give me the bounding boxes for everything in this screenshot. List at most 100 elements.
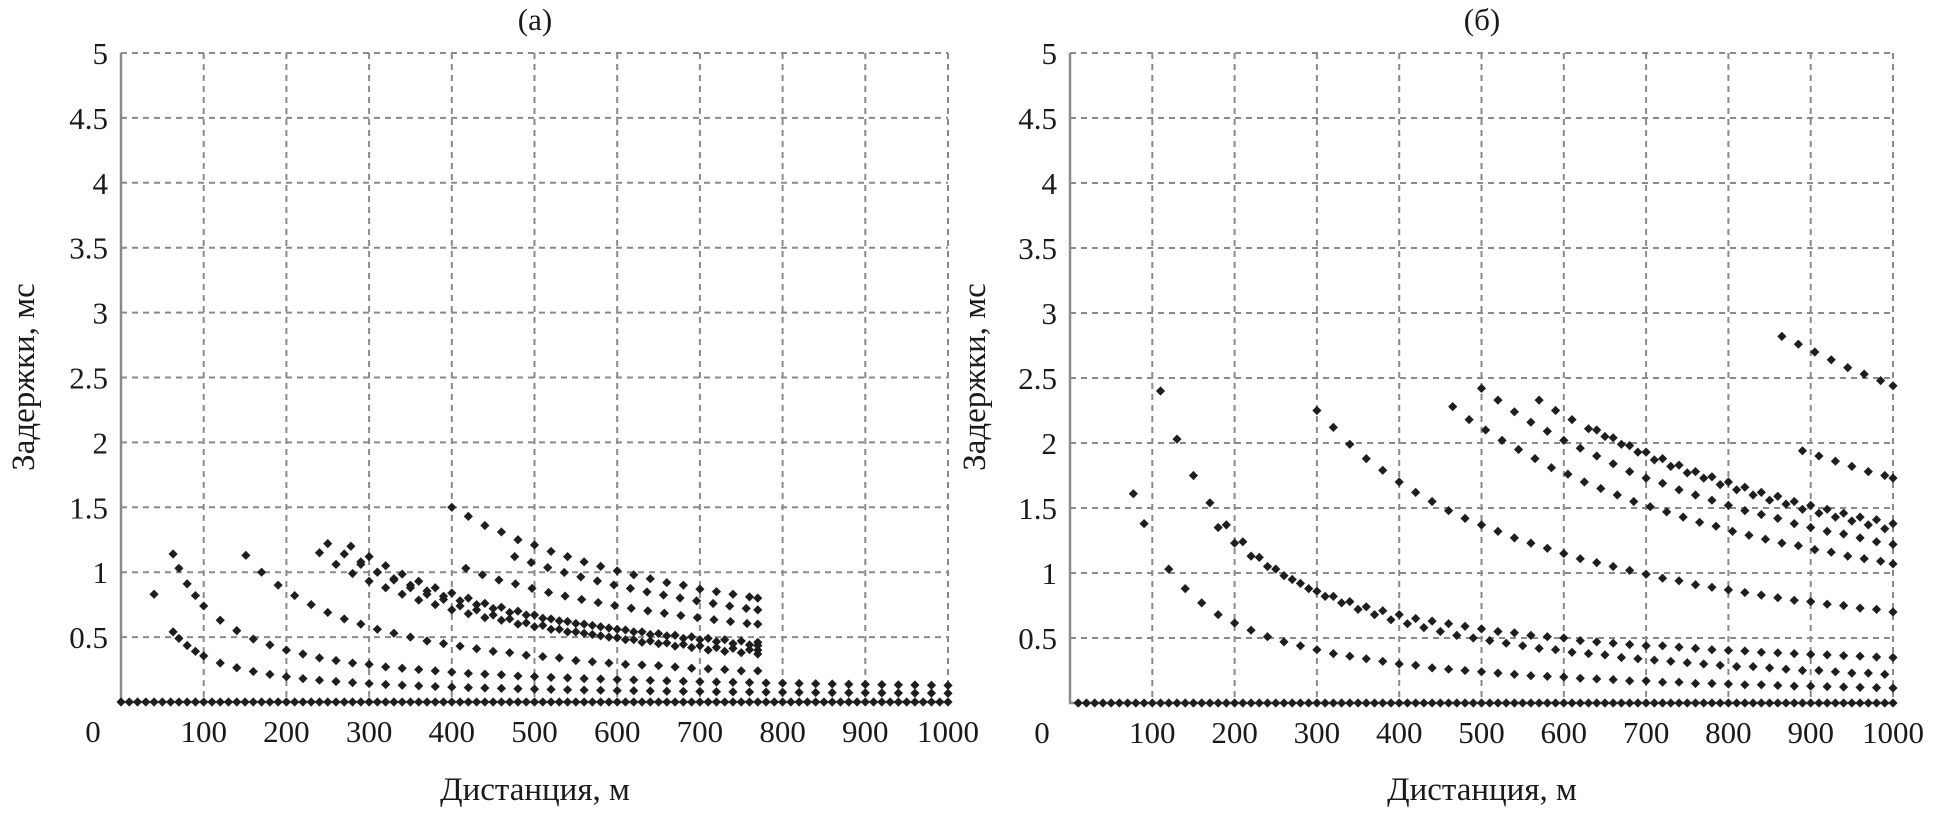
data-point-S2: [397, 589, 407, 599]
x-tick-label: 900: [842, 714, 889, 749]
data-point-L1: [215, 615, 225, 625]
data-point-S1: [637, 627, 647, 637]
data-point-baseline: [620, 697, 631, 707]
x-tick-label: 400: [1376, 715, 1423, 750]
data-point-L2: [397, 680, 407, 690]
data-point-S2: [430, 600, 440, 610]
data-point-R2: [1550, 645, 1561, 655]
data-point-R8: [1657, 454, 1668, 464]
data-point-R4: [1411, 487, 1421, 497]
data-point-S3: [596, 622, 606, 632]
data-point-baseline: [472, 697, 482, 707]
data-point-R2: [1748, 662, 1758, 672]
data-point-R1: [1246, 625, 1256, 635]
data-point-R2: [1567, 647, 1577, 657]
data-point-S2: [744, 645, 755, 655]
data-point-baseline: [1625, 698, 1635, 708]
data-point-baseline: [256, 697, 267, 707]
data-point-U2: [741, 603, 751, 614]
data-point-R1: [1394, 659, 1404, 669]
data-point-S2: [662, 638, 672, 648]
data-point-baseline: [356, 697, 366, 707]
data-point-baseline: [1155, 698, 1166, 708]
data-point-L2: [232, 663, 242, 673]
data-point-L1: [480, 669, 490, 679]
data-point-R5: [1810, 545, 1820, 555]
data-point-L2: [877, 688, 887, 698]
data-point-baseline: [1534, 698, 1544, 708]
y-tick-label: 5: [1042, 36, 1058, 71]
data-point-S2: [381, 583, 391, 593]
data-point-baseline: [1806, 698, 1816, 708]
data-point-baseline: [802, 697, 813, 707]
data-point-baseline: [868, 697, 879, 707]
x-tick-label: 500: [1458, 715, 1505, 750]
data-point-R3: [1822, 650, 1832, 660]
data-point-S2: [447, 605, 457, 615]
data-point-R7: [1797, 504, 1808, 514]
data-point-R7: [1550, 405, 1561, 416]
data-point-R1: [1427, 663, 1437, 673]
data-point-L1: [711, 677, 722, 687]
data-point-R6: [1641, 473, 1651, 483]
y-tick-label: 0.5: [69, 620, 108, 655]
data-point-R2: [1468, 633, 1478, 643]
data-point-R7: [1699, 473, 1709, 483]
data-point-R1: [1592, 674, 1602, 684]
data-point-R3: [1493, 626, 1503, 637]
y-tick-label: 0.5: [1018, 621, 1057, 656]
data-point-L2: [794, 687, 804, 697]
data-point-R2: [1172, 434, 1182, 444]
data-point-R4: [1674, 576, 1684, 586]
data-point-S1: [488, 603, 498, 614]
data-point-baseline: [1567, 698, 1577, 708]
data-point-R2: [1847, 668, 1857, 678]
data-point-L4: [604, 658, 614, 668]
data-point-R2: [1287, 574, 1297, 585]
data-point-R5: [1612, 490, 1622, 500]
data-point-baseline: [670, 697, 680, 707]
data-point-L4: [356, 619, 366, 629]
data-point-R4: [1740, 587, 1750, 598]
data-point-baseline: [1246, 698, 1256, 708]
data-point-baseline: [794, 697, 804, 707]
data-point-R5: [1579, 477, 1589, 487]
data-point-R6: [1575, 443, 1585, 453]
data-point-R6: [1707, 495, 1717, 505]
data-point-baseline: [1633, 698, 1643, 708]
data-point-R3: [1279, 571, 1289, 581]
data-point-S2: [529, 622, 540, 632]
data-point-R1: [1674, 677, 1684, 687]
data-point-R2: [1402, 619, 1413, 629]
data-point-R1: [1328, 649, 1338, 659]
data-point-R1: [1180, 584, 1190, 594]
data-point-R7: [1715, 480, 1725, 490]
x-axis-label: Дистанция, м: [440, 772, 630, 808]
data-point-L2: [215, 658, 225, 668]
data-point-baseline: [1427, 698, 1437, 708]
data-point-baseline: [149, 697, 159, 707]
y-tick-label: 2: [93, 425, 109, 460]
data-point-U2: [559, 567, 569, 578]
data-point-S4: [571, 627, 581, 637]
data-point-S3: [430, 583, 440, 593]
data-point-S1: [339, 549, 349, 559]
data-point-R3: [1394, 610, 1404, 620]
y-tick-label: 4: [93, 166, 109, 201]
data-point-L1: [265, 640, 275, 650]
y-axis-label: Задержки, мс: [957, 283, 993, 471]
y-tick-label: 3: [93, 296, 109, 331]
data-point-R8: [1789, 496, 1799, 507]
data-point-U2: [576, 572, 586, 582]
data-point-baseline: [1402, 698, 1413, 708]
data-point-U1: [579, 557, 589, 567]
x-tick-label: 400: [429, 714, 476, 749]
y-tick-label: 1.5: [69, 490, 108, 525]
x-tick-label: 800: [759, 714, 806, 749]
data-point-R2: [1814, 665, 1824, 676]
data-point-R5: [1448, 402, 1458, 412]
data-point-S3: [529, 610, 540, 620]
data-point-S2: [562, 627, 573, 637]
data-point-S3: [546, 614, 556, 624]
data-point-baseline: [538, 697, 548, 707]
